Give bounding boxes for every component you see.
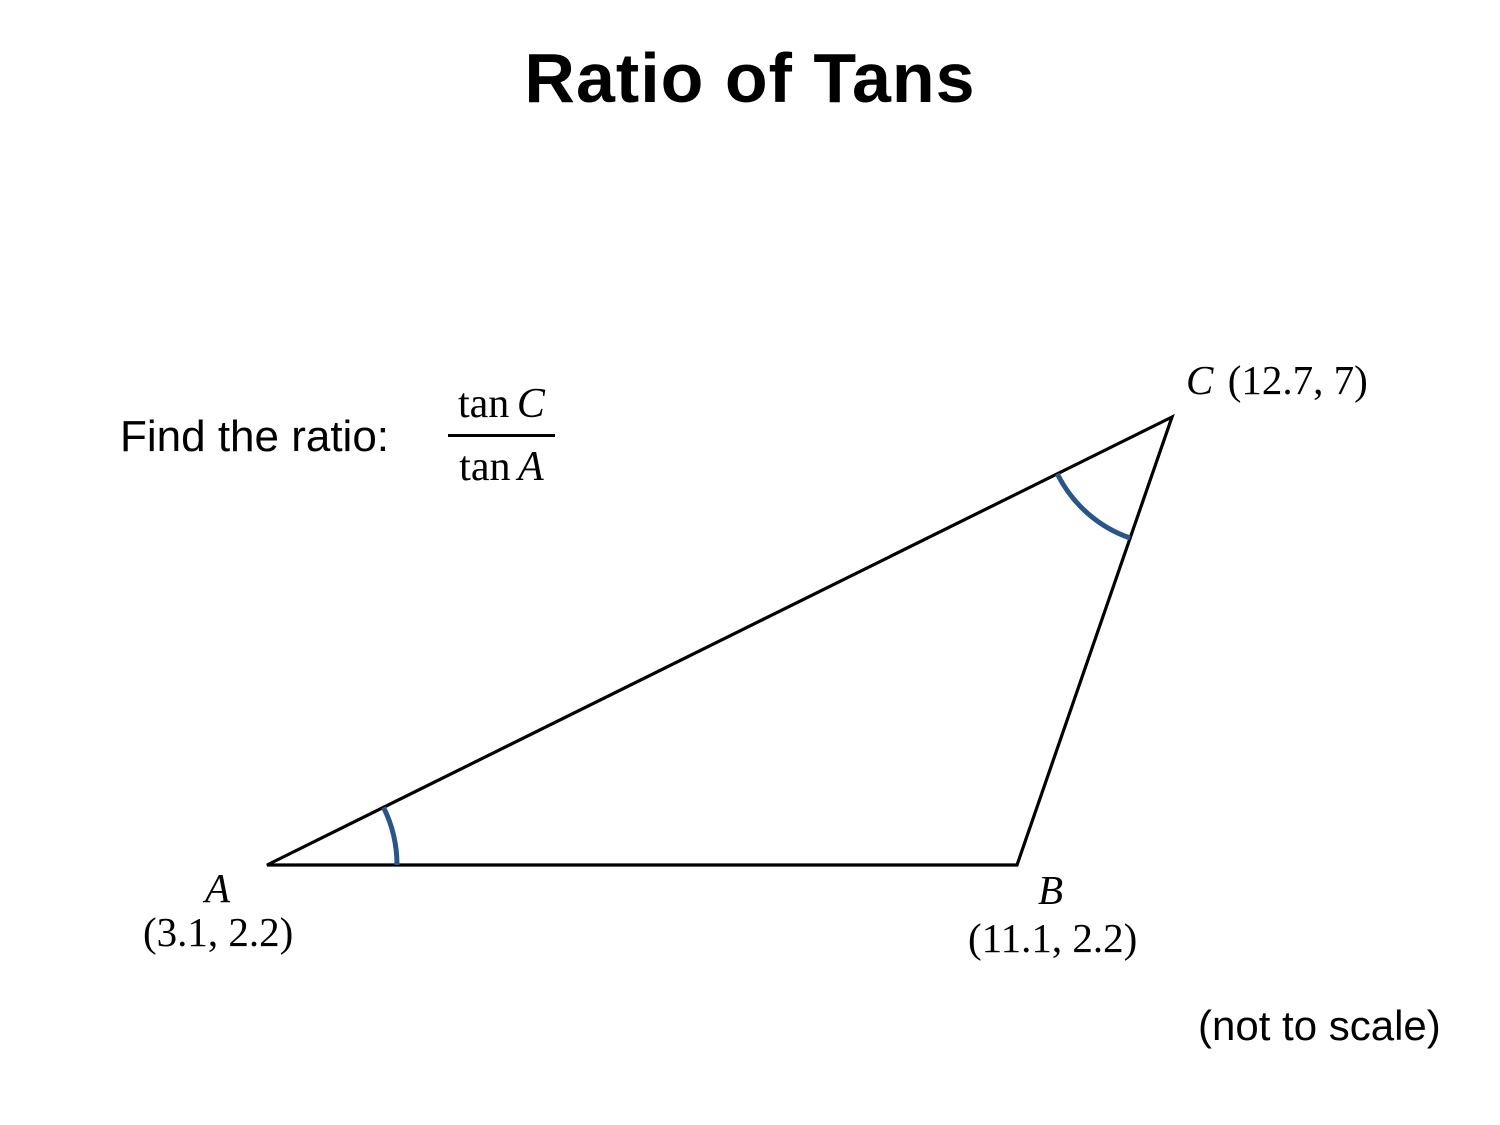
triangle-outline [266,413,1175,867]
prompt-text: Find the ratio: [120,412,390,461]
numerator-function: tan [458,381,510,427]
fraction-denominator: tan A [448,437,555,491]
tan-ratio-fraction: tan C tan A [448,380,555,492]
page-title: Ratio of Tans [524,39,976,117]
vertex-coords-b: (11.1, 2.2) [968,915,1138,961]
angle-arc-c [1055,472,1131,541]
vertex-coords-a: (3.1, 2.2) [143,909,294,955]
numerator-variable: C [516,381,545,427]
denominator-function: tan [459,444,511,491]
fraction-numerator: tan C [448,380,555,438]
vertex-label-a: A [205,868,230,909]
denominator-variable: A [518,444,544,491]
vertex-label-c: C (12.7, 7) [1186,360,1368,401]
angle-arc-a [381,806,400,866]
vertex-b-name: B [1038,867,1064,913]
not-to-scale-note: (not to scale) [1198,1002,1441,1049]
vertex-coords-c: (12.7, 7) [1227,357,1368,403]
vertex-a-name: A [205,865,231,911]
vertex-c-name: C [1186,357,1214,403]
vertex-label-b: B [1038,870,1063,911]
